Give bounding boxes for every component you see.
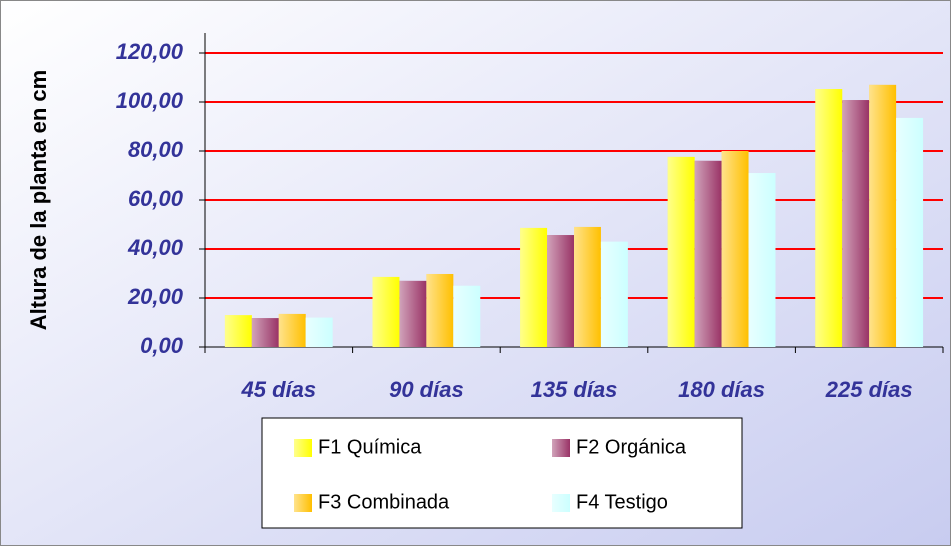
bar-shade <box>224 315 252 347</box>
bar-shade <box>426 273 454 347</box>
legend-box <box>261 417 743 529</box>
bar-shade <box>547 235 574 347</box>
legend-label: F4 Testigo <box>576 491 668 513</box>
bar-shade <box>815 89 843 347</box>
y-axis-label: Altura de la planta en cm <box>26 70 51 330</box>
y-tick-label: 60,00 <box>128 186 184 211</box>
y-tick-label: 0,00 <box>140 333 184 358</box>
x-tick-label: 90 días <box>389 377 464 402</box>
y-tick-label: 80,00 <box>128 137 184 162</box>
x-tick-label: 225 días <box>825 377 913 402</box>
x-tick-label: 180 días <box>678 377 765 402</box>
y-tick-label: 20,00 <box>127 284 184 309</box>
bar-shade <box>600 241 628 347</box>
bar-shade <box>372 276 400 347</box>
bar-shade <box>251 318 279 347</box>
y-tick-label: 100,00 <box>116 88 184 113</box>
legend-label: F3 Combinada <box>318 491 450 513</box>
bar-shade <box>520 227 548 347</box>
bar-shade <box>278 313 306 347</box>
bar-shade <box>453 285 481 347</box>
bar-shade <box>721 151 749 347</box>
bar-shade <box>869 84 897 347</box>
x-tick-label: 45 días <box>240 377 316 402</box>
legend-swatch-shade <box>552 439 570 457</box>
legend-label: F1 Química <box>318 436 422 458</box>
bar-shade <box>694 160 722 347</box>
y-tick-label: 120,00 <box>116 39 184 64</box>
bar-shade <box>896 117 924 347</box>
x-tick-label: 135 días <box>531 377 618 402</box>
bar-shade <box>842 100 870 347</box>
legend-label: F2 Orgánica <box>576 436 687 458</box>
bar-shade <box>399 280 427 347</box>
legend-swatch-shade <box>552 494 570 512</box>
bar-shade <box>574 226 601 347</box>
bar-shade <box>667 156 695 347</box>
bar-shade <box>305 317 333 347</box>
bar-shade <box>748 173 776 347</box>
legend-swatch-shade <box>294 494 312 512</box>
legend-swatch-shade <box>294 439 312 457</box>
y-tick-label: 40,00 <box>127 235 184 260</box>
